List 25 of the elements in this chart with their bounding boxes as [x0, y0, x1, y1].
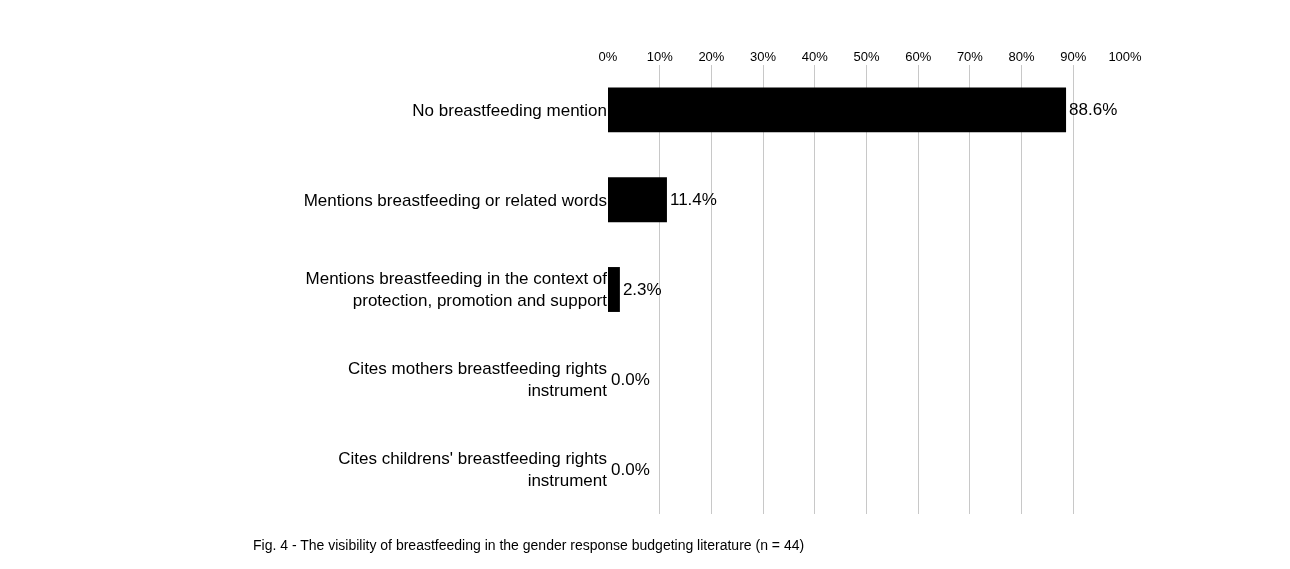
- bar: [608, 87, 1067, 133]
- x-tick-label: 10%: [646, 49, 674, 65]
- x-tick-label: 0%: [598, 49, 618, 65]
- data-label: 2.3%: [622, 280, 662, 299]
- bar: [608, 267, 620, 312]
- x-tick-label: 40%: [801, 49, 829, 65]
- y-tick-label: No breastfeeding mention: [412, 100, 607, 120]
- data-label: 0.0%: [611, 459, 650, 479]
- x-tick-label: 60%: [905, 49, 932, 65]
- bar: [608, 177, 667, 223]
- x-tick-label: 90%: [1060, 49, 1087, 65]
- y-tick-label: Cites childrens' breastfeeding rights instrument: [338, 449, 608, 491]
- x-tick-label: 100%: [1108, 49, 1143, 65]
- x-tick-label: 70%: [956, 49, 984, 65]
- x-tick-label: 50%: [853, 49, 880, 65]
- y-tick-label: Mentions breastfeeding in the context of protection, promotion and support: [305, 269, 608, 311]
- x-tick-label: 20%: [698, 49, 725, 65]
- x-tick-label: 80%: [1008, 49, 1036, 65]
- data-label: 0.0%: [611, 369, 650, 389]
- data-label: 88.6%: [1069, 100, 1118, 120]
- caption: Fig. 4 - The visibility of breastfeeding in the gender response budgeting literature (n = 44): [253, 537, 805, 553]
- y-tick-label: Cites mothers breastfeeding rights instrument: [348, 359, 608, 401]
- y-tick-label: Mentions breastfeeding or related words: [303, 190, 607, 210]
- data-label: 11.4%: [669, 190, 717, 210]
- x-tick-label: 30%: [750, 49, 777, 65]
